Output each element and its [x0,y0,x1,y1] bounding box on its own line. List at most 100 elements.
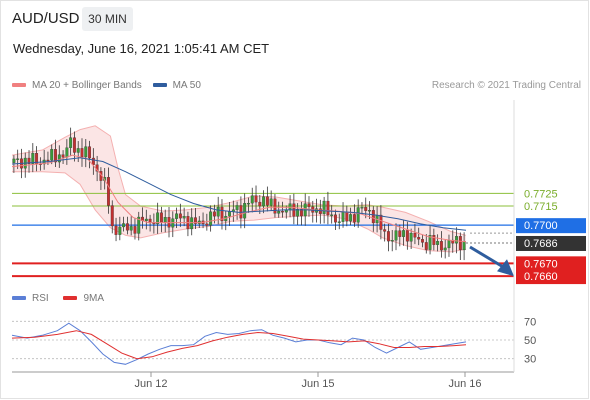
candle-body [144,218,148,222]
candle-body [156,212,160,225]
candle-body [330,214,334,216]
candle-body [307,203,311,207]
candle-body [462,241,466,251]
candle-body [190,217,194,230]
candle-body [262,196,266,207]
candle-body [413,232,417,238]
candle-body [212,211,216,217]
legend-ma20-swatch [12,83,26,88]
candle-body [235,205,239,210]
candle-body [50,149,54,161]
candle-body [254,195,258,203]
legend-9ma: 9MA [63,293,104,304]
candle-body [334,214,337,223]
support-tag-0.7660 [516,269,586,285]
candle-body [88,146,92,159]
candle-body [394,230,398,241]
candle-body [137,216,141,234]
candle-body [371,210,375,224]
candle-body [436,241,440,245]
timeframe-badge[interactable]: 30 MIN [82,7,133,31]
candle-body [360,207,364,209]
candle-body [46,159,50,162]
candle-body [318,208,322,214]
candle-body [57,154,61,163]
last-price-tag [516,235,586,251]
candle-body [337,221,341,223]
candle-body [421,239,424,243]
legend-ma20: MA 20 + Bollinger Bands [12,80,142,91]
candle-body [299,209,303,217]
candle-body [269,198,273,206]
rsi-series-9ma [11,330,467,360]
timestamp: Wednesday, June 16, 2021 1:05:41 AM CET [13,41,270,56]
legend-ma50-swatch [152,83,167,88]
legend-ma50: MA 50 [152,80,201,91]
candle-body [443,247,447,251]
ma50-line [11,157,467,231]
candle-body [409,232,413,242]
candle-body [69,137,73,148]
rsi-tick-30: 30 [524,354,536,366]
candle-body [125,223,129,231]
candle-body [345,212,349,222]
candle-body [326,200,330,216]
candle-body [72,137,76,153]
candle-body [129,226,133,231]
bollinger-band-fill [12,125,466,252]
resistance-label-0.7715: 0.7715 [524,201,558,213]
projection-arrowhead [497,259,514,277]
candle-body [220,206,224,222]
candle-body [349,214,353,222]
bollinger-upper-line [11,125,467,236]
candle-body [322,200,326,214]
rsi-tick-50: 50 [524,335,536,347]
candle-body [402,230,406,237]
last-price-label: 0.7686 [524,238,558,250]
candle-body [228,211,231,217]
pivot-tag-0.7700 [516,218,586,234]
candle-body [84,146,88,158]
credit-text: Research © 2021 Trading Central [431,80,581,91]
candle-body [205,223,209,226]
candle-body [247,202,250,205]
legend-9ma-label: 9MA [83,293,105,304]
candle-body [341,212,345,222]
candle-body [296,209,300,217]
support-label-0.7670: 0.7670 [524,258,558,270]
candle-body [265,196,269,206]
rsi-series-rsi [11,322,467,365]
bollinger-lower-line [12,171,467,253]
candle-body [54,149,57,163]
candle-body [118,226,122,235]
candle-body [273,198,277,214]
candle-body [250,195,254,204]
candle-body [65,147,69,158]
symbol-title: AUD/USD [12,10,80,27]
candle-body [277,211,281,214]
candle-body [428,235,432,250]
pivot-label-0.7700: 0.7700 [524,220,558,232]
x-tick-label: Jun 12 [134,378,167,390]
legend-ma20-label: MA 20 + Bollinger Bands [32,80,142,91]
legend-ma50-label: MA 50 [172,80,201,91]
candle-body [390,240,394,242]
resistance-label-0.7725: 0.7725 [524,188,558,200]
candle-body [122,223,126,228]
candle-body [405,230,409,242]
candle-body [107,177,110,206]
candle-body [114,225,118,235]
candle-body [159,212,163,223]
candle-body [439,241,443,251]
candle-body [31,153,35,164]
candle-body [182,216,186,219]
rsi-legend: RSI 9MA [12,293,116,304]
candle-body [163,217,167,223]
candle-body [432,235,436,245]
legend-rsi-swatch [12,296,26,301]
candle-body [178,213,182,219]
candle-body [209,211,213,226]
candle-body [417,237,421,240]
candle-body [194,217,197,224]
